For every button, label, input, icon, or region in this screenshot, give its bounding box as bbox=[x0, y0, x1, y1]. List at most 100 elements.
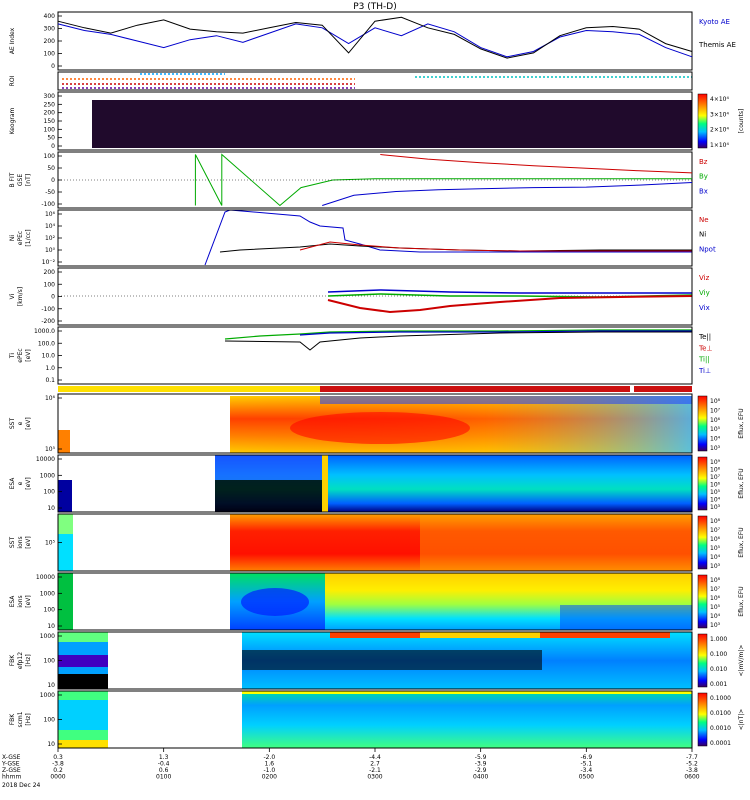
ytick-label-ti: 10.0 bbox=[42, 353, 56, 360]
colorbar-tick-esa-i: 10³ bbox=[710, 622, 721, 629]
legend-bfit: By bbox=[699, 173, 708, 181]
ytick-label-ti: 1.0 bbox=[45, 365, 55, 372]
xaxis-value: -2.1 bbox=[369, 767, 381, 774]
ytick-label-fbk-e: 1000 bbox=[40, 633, 55, 640]
colorbar-tick-esa-i: 10⁴ bbox=[710, 613, 721, 620]
xaxis-value: -0.4 bbox=[158, 761, 170, 768]
colorbar-tick-fbk-e: 1.000 bbox=[710, 636, 727, 643]
ylabel-bfit: [nT] bbox=[25, 174, 32, 186]
ytick-label-keogram: 150 bbox=[44, 118, 56, 125]
x-axis: X-GSE 0.3 1.3 -2.0 -4.4 -5.9 -6.9 -7.7 Y-GSE -3.8… bbox=[1, 748, 700, 789]
xaxis-value: -5.2 bbox=[686, 761, 698, 768]
ytick-label-ti: 0.1 bbox=[45, 377, 55, 384]
ylabel-fbk-e: efp12 bbox=[17, 652, 24, 669]
ytick-label-ni: 10⁻² bbox=[42, 259, 56, 266]
ylabel-keogram: Keogram bbox=[9, 107, 16, 134]
colorbar-label-esa-e: Eflux, EFU bbox=[738, 468, 745, 498]
ylabel-ti: ePEc bbox=[17, 348, 24, 362]
ytick-label-vi: -100 bbox=[41, 306, 55, 313]
fbk-magnetic-spectrogram bbox=[58, 691, 692, 748]
colorbar-sst-i bbox=[697, 515, 708, 570]
xaxis-value: 0300 bbox=[367, 774, 382, 781]
ylabel-sst-i: SST bbox=[9, 537, 16, 549]
ylabel-ti: [eV] bbox=[25, 349, 32, 361]
ytick-label-ti: 1000.0 bbox=[34, 328, 55, 335]
xaxis-value: -2.9 bbox=[475, 767, 487, 774]
ylabel-esa-e: ESA bbox=[9, 477, 16, 490]
xaxis-value: -3.9 bbox=[475, 761, 487, 768]
fbk-electric-spectrogram bbox=[58, 632, 692, 689]
colorbar-label-sst-e: Eflux, EFU bbox=[738, 408, 745, 438]
ytick-label-vi: 100 bbox=[44, 281, 56, 288]
xaxis-date: 2018 Dec 24 bbox=[2, 782, 41, 789]
ylabel-fbk-e: FBK bbox=[9, 654, 16, 667]
colorbar-label-sst-i: Eflux, EFU bbox=[738, 527, 745, 557]
legend-ti: Te⊥ bbox=[698, 344, 713, 352]
legend-bfit: Bx bbox=[699, 187, 708, 195]
colorbar-tick-sst-e: 10⁸ bbox=[710, 398, 721, 405]
ytick-label-ae: 400 bbox=[44, 13, 56, 20]
colorbar-tick-sst-i: 10³ bbox=[710, 563, 721, 570]
panel-frame-bfit bbox=[57, 151, 693, 209]
colorbar-tick-sst-i: 10⁷ bbox=[710, 527, 721, 534]
ytick-label-sst-e: 10⁵ bbox=[45, 446, 56, 453]
ylabel-roi: ROI bbox=[9, 75, 16, 86]
colorbar-tick-esa-e: 10⁸ bbox=[710, 467, 721, 474]
ytick-label-ae: 0 bbox=[51, 63, 55, 70]
xaxis-value: 0.2 bbox=[53, 767, 63, 774]
xaxis-value: 1.6 bbox=[265, 761, 275, 768]
ytick-label-esa-e: 10 bbox=[47, 505, 55, 512]
ylabel-ni: ePEc bbox=[17, 231, 24, 245]
ylabel-fbk-e: [Hz] bbox=[25, 654, 32, 666]
colorbar-tick-fbk-e: 0.001 bbox=[710, 681, 727, 688]
ytick-label-vi: -200 bbox=[41, 318, 55, 325]
vi-traces bbox=[58, 289, 693, 314]
colorbar-tick-fbk-b: 0.0001 bbox=[710, 740, 731, 747]
figure-title: P3 (TH-D) bbox=[353, 2, 396, 12]
xaxis-value: 0400 bbox=[473, 774, 488, 781]
ytick-label-keogram: 250 bbox=[44, 101, 56, 108]
xaxis-value: 1.3 bbox=[159, 754, 169, 761]
xaxis-row-name: Z-GSE bbox=[2, 767, 21, 774]
xaxis-value: -3.8 bbox=[686, 767, 698, 774]
ylabel-vi: Vi bbox=[9, 293, 16, 299]
colorbar-tick-esa-e: 10⁶ bbox=[710, 482, 721, 489]
colorbar-label-fbk-b: <|nT|> bbox=[738, 709, 745, 731]
xaxis-value: 0600 bbox=[684, 774, 699, 781]
colorbar-tick-fbk-e: 0.010 bbox=[710, 666, 727, 673]
ytick-label-esa-i: 100 bbox=[44, 607, 56, 614]
ytick-label-bfit: 0 bbox=[51, 177, 55, 184]
colorbar-tick-keogram: 2×10⁴ bbox=[710, 127, 729, 134]
ytick-label-ni: 10⁰ bbox=[45, 247, 56, 254]
xaxis-row-name: Y-GSE bbox=[1, 761, 20, 768]
ytick-label-keogram: 50 bbox=[47, 135, 55, 142]
ylabel-sst-e: e bbox=[17, 421, 24, 425]
ylabel-ni: Ni bbox=[9, 235, 16, 241]
colorbar-tick-esa-e: 10⁹ bbox=[710, 459, 721, 466]
colorbar-tick-esa-e: 10⁷ bbox=[710, 474, 721, 481]
ytick-label-vi: 0 bbox=[51, 294, 55, 301]
ylabel-esa-i: ESA bbox=[9, 595, 16, 608]
ytick-label-esa-i: 1000 bbox=[40, 590, 55, 597]
sst-electron-spectrogram bbox=[58, 396, 692, 453]
colorbar-tick-sst-e: 10⁶ bbox=[710, 417, 721, 424]
legend-ae: Kyoto AE bbox=[699, 18, 730, 26]
ytick-label-bfit: 50 bbox=[47, 165, 55, 172]
colorbar-esa-i bbox=[697, 574, 708, 629]
colorbar-tick-sst-e: 10⁷ bbox=[710, 407, 721, 414]
ytick-label-fbk-e: 10 bbox=[47, 682, 55, 689]
ytick-label-ae: 200 bbox=[44, 38, 56, 45]
ylabel-esa-e: [eV] bbox=[25, 477, 32, 489]
xaxis-value: -4.4 bbox=[369, 754, 381, 761]
colorbar-tick-sst-i: 10⁶ bbox=[710, 536, 721, 543]
mode-bar bbox=[58, 386, 692, 392]
legend-ae: Themis AE bbox=[698, 41, 736, 49]
ylabel-sst-e: SST bbox=[9, 418, 16, 430]
colorbar-tick-esa-e: 10³ bbox=[710, 504, 721, 511]
legend-vi: Vix bbox=[699, 304, 710, 312]
colorbar-tick-keogram: 1×10⁴ bbox=[710, 142, 729, 149]
ytick-label-keogram: 100 bbox=[44, 126, 56, 133]
ytick-label-fbk-e: 100 bbox=[44, 658, 56, 665]
ylabel-esa-i: ions bbox=[17, 595, 24, 607]
